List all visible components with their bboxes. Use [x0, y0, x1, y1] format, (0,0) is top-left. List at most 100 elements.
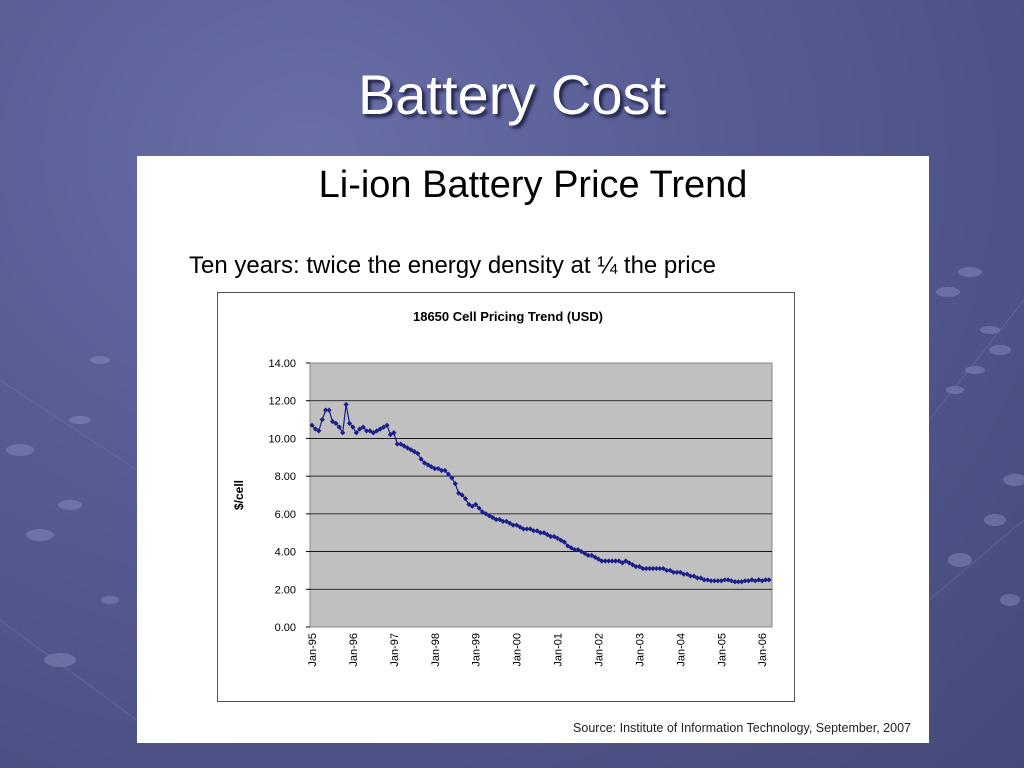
- data-point: [357, 426, 363, 432]
- plot-area: [309, 362, 773, 628]
- data-point: [415, 450, 421, 457]
- data-point: [640, 565, 646, 572]
- data-point: [531, 528, 537, 534]
- data-point: [353, 430, 359, 436]
- data-point: [650, 565, 656, 572]
- x-tick-label: Jan-03: [634, 633, 646, 667]
- y-tick-label: 10.00: [268, 433, 296, 445]
- data-point: [496, 516, 503, 523]
- data-point: [660, 565, 666, 572]
- x-tick-label: Jan-04: [675, 633, 687, 667]
- data-point: [500, 518, 506, 524]
- data-point: [653, 565, 660, 572]
- data-point: [490, 515, 496, 521]
- data-point: [548, 533, 554, 540]
- data-point: [551, 533, 557, 540]
- data-point: [708, 578, 714, 584]
- x-tick-label: Jan-95: [307, 633, 319, 667]
- x-tick-label: Jan-06: [757, 633, 769, 667]
- data-point: [391, 430, 397, 436]
- data-point: [766, 577, 772, 583]
- data-point: [626, 560, 632, 566]
- x-tick-label: Jan-02: [593, 633, 605, 667]
- data-point: [728, 578, 735, 584]
- data-point: [664, 567, 670, 574]
- data-point: [544, 532, 550, 538]
- data-point: [636, 564, 643, 570]
- data-point: [476, 505, 482, 511]
- x-tick-label: Jan-97: [389, 633, 401, 667]
- data-point: [684, 571, 690, 577]
- data-point: [595, 556, 602, 562]
- data-point: [514, 522, 520, 528]
- chart-title: 18650 Cell Pricing Trend (USD): [413, 309, 603, 324]
- x-tick-label: Jan-98: [430, 633, 442, 667]
- y-tick-label: 0.00: [275, 622, 296, 634]
- y-axis-label: $/cell: [232, 480, 246, 510]
- data-point: [575, 547, 581, 553]
- data-point: [616, 558, 622, 564]
- data-point: [722, 577, 728, 583]
- y-tick-label: 14.00: [268, 358, 296, 370]
- data-point: [762, 577, 769, 583]
- y-tick-label: 6.00: [275, 509, 296, 521]
- data-point: [493, 516, 499, 523]
- source-note: Source: Institute of Information Technol…: [573, 721, 911, 735]
- data-point: [715, 578, 721, 584]
- x-tick-label: Jan-00: [512, 633, 524, 667]
- data-point: [541, 530, 547, 536]
- data-point: [312, 426, 319, 432]
- data-point: [582, 550, 588, 557]
- data-point: [643, 565, 649, 572]
- data-point: [384, 422, 390, 428]
- pricing-chart: 18650 Cell Pricing Trend (USD) $/cell 0.…: [232, 309, 773, 667]
- data-point: [677, 569, 683, 575]
- x-tick-label: Jan-05: [716, 633, 728, 667]
- data-point: [756, 577, 762, 583]
- data-point: [698, 575, 704, 581]
- data-point: [578, 548, 585, 555]
- data-point: [633, 564, 639, 570]
- data-point: [629, 562, 636, 568]
- data-point: [554, 535, 561, 541]
- data-point: [749, 577, 755, 583]
- chart-panel: Li-ion Battery Price Trend Ten years: tw…: [137, 156, 929, 743]
- data-point: [428, 464, 434, 470]
- data-point: [742, 578, 748, 584]
- data-point: [599, 558, 605, 564]
- data-point: [585, 552, 591, 558]
- data-point: [718, 578, 724, 584]
- data-point: [589, 552, 595, 558]
- data-point: [701, 577, 707, 583]
- data-point: [340, 430, 346, 436]
- chart-box: 18650 Cell Pricing Trend (USD) $/cell 0.…: [217, 292, 795, 702]
- data-point: [377, 426, 383, 432]
- x-tick-label: Jan-96: [348, 633, 360, 667]
- data-point: [309, 422, 315, 428]
- data-point: [745, 578, 752, 584]
- data-point: [732, 579, 738, 585]
- data-point: [681, 571, 687, 577]
- y-tick-label: 8.00: [275, 471, 296, 483]
- data-point: [694, 575, 700, 581]
- gridlines: [310, 400, 772, 590]
- data-point: [725, 577, 731, 583]
- data-point: [479, 509, 486, 515]
- data-point: [449, 475, 455, 481]
- data-point: [609, 558, 615, 564]
- y-tick-label: 2.00: [275, 584, 296, 596]
- data-point: [401, 443, 407, 449]
- data-point: [370, 430, 376, 436]
- data-point: [537, 530, 544, 536]
- data-point: [524, 526, 530, 532]
- data-point: [735, 579, 741, 585]
- data-point: [670, 569, 677, 575]
- data-point: [687, 573, 694, 579]
- data-point: [445, 471, 452, 477]
- panel-heading: Li-ion Battery Price Trend: [318, 164, 748, 206]
- data-point: [691, 573, 697, 579]
- data-point: [459, 492, 465, 498]
- x-tick-labels: Jan-95 Jan-96 Jan-97 Jan-98 Jan-99 Jan-00 Jan-…: [307, 633, 769, 667]
- y-tick-labels: 0.00 2.00 4.00 6.00 8.00 10.00 12.00 14.00: [268, 358, 310, 634]
